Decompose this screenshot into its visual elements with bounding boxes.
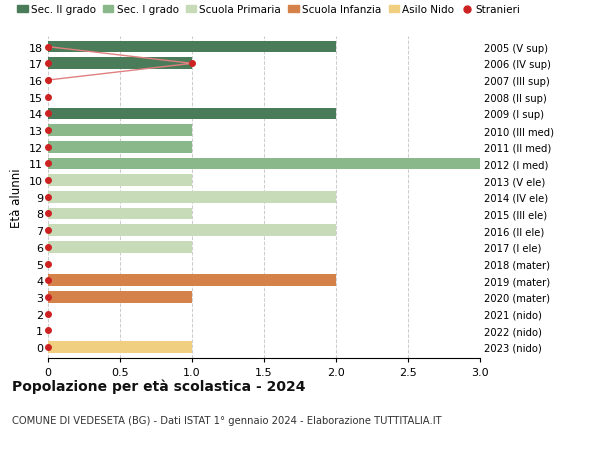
Point xyxy=(43,144,53,151)
Bar xyxy=(48,58,192,70)
Point xyxy=(43,127,53,134)
Point xyxy=(43,277,53,284)
Bar xyxy=(48,341,192,353)
Point xyxy=(43,94,53,101)
Point xyxy=(43,160,53,168)
Bar xyxy=(48,175,192,186)
Point xyxy=(43,44,53,51)
Point xyxy=(43,343,53,351)
Bar xyxy=(48,125,192,137)
Point xyxy=(43,210,53,218)
Point xyxy=(43,260,53,268)
Y-axis label: Età alunni: Età alunni xyxy=(10,168,23,227)
Point xyxy=(43,194,53,201)
Point xyxy=(43,294,53,301)
Bar xyxy=(48,208,192,220)
Bar xyxy=(48,275,336,286)
Bar xyxy=(48,291,192,303)
Point xyxy=(43,244,53,251)
Bar xyxy=(48,241,192,253)
Point xyxy=(43,310,53,318)
Bar xyxy=(48,108,336,120)
Text: COMUNE DI VEDESETA (BG) - Dati ISTAT 1° gennaio 2024 - Elaborazione TUTTITALIA.I: COMUNE DI VEDESETA (BG) - Dati ISTAT 1° … xyxy=(12,415,442,425)
Legend: Sec. II grado, Sec. I grado, Scuola Primaria, Scuola Infanzia, Asilo Nido, Stran: Sec. II grado, Sec. I grado, Scuola Prim… xyxy=(17,5,520,15)
Point xyxy=(43,327,53,334)
Point xyxy=(43,177,53,185)
Bar xyxy=(48,141,192,153)
Bar xyxy=(48,191,336,203)
Bar xyxy=(48,42,336,53)
Point xyxy=(43,44,53,51)
Point xyxy=(43,77,53,84)
Point xyxy=(43,77,53,84)
Point xyxy=(187,61,197,68)
Point xyxy=(43,61,53,68)
Bar xyxy=(48,225,336,236)
Point xyxy=(43,227,53,235)
Bar xyxy=(48,158,480,170)
Text: Popolazione per età scolastica - 2024: Popolazione per età scolastica - 2024 xyxy=(12,379,305,393)
Point xyxy=(43,111,53,118)
